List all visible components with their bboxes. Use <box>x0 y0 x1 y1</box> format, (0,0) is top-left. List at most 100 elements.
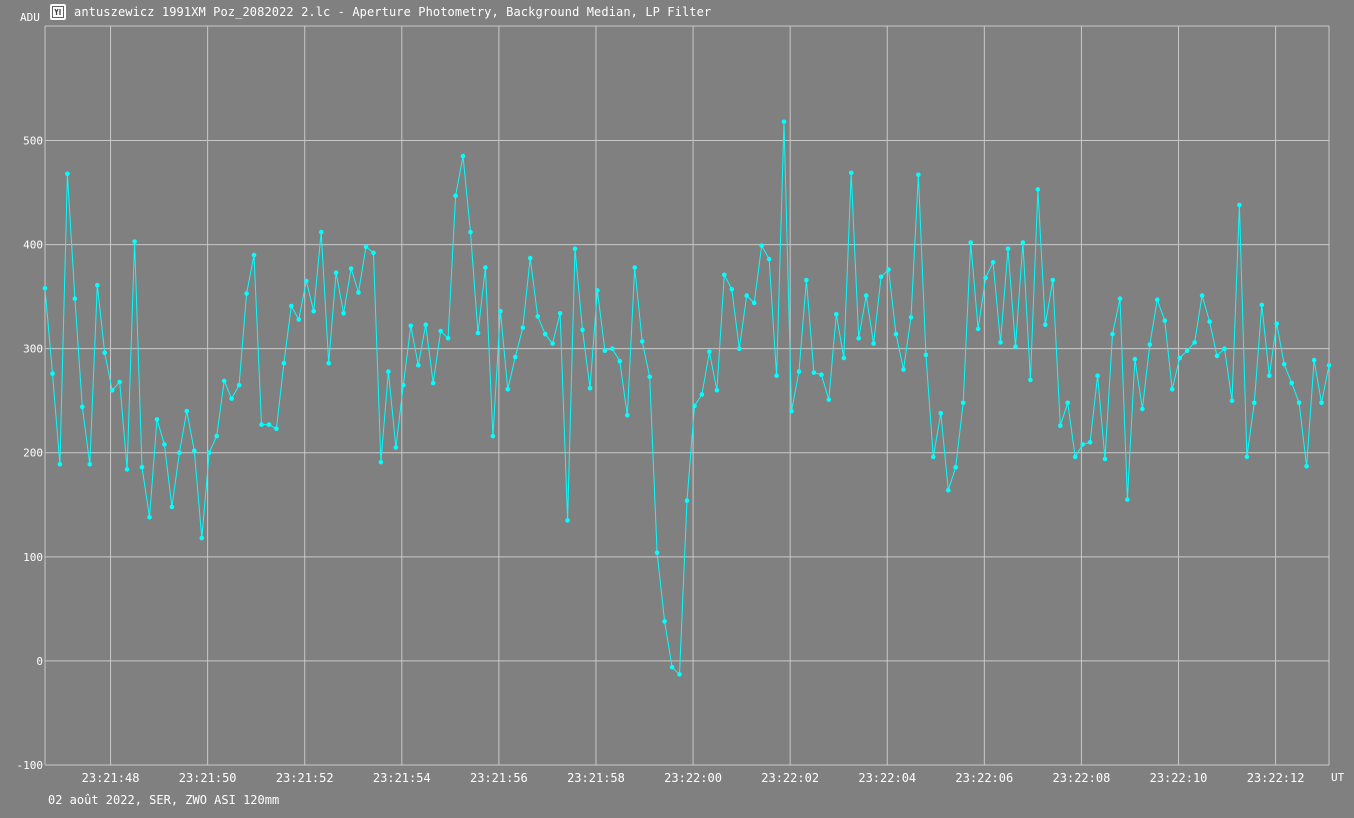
y-tick-label: 400 <box>23 239 43 252</box>
data-point <box>804 277 809 283</box>
data-point <box>699 392 705 397</box>
data-point <box>901 367 906 372</box>
data-point <box>281 360 287 366</box>
data-point <box>1207 319 1212 324</box>
data-point <box>557 311 563 316</box>
data-point <box>221 378 227 384</box>
data-point <box>781 119 787 125</box>
window-title-bar: antuszewicz 1991XM Poz_2082022 2.lc - Ap… <box>50 3 711 21</box>
data-point <box>722 272 727 278</box>
data-point <box>124 467 130 472</box>
data-point <box>199 535 205 541</box>
data-point <box>401 382 406 388</box>
data-point <box>1028 377 1033 383</box>
data-point <box>878 274 884 280</box>
data-point <box>602 348 608 354</box>
y-tick-label: -100 <box>17 759 44 772</box>
data-point <box>617 358 623 364</box>
data-point <box>871 341 876 346</box>
data-point <box>95 282 100 288</box>
data-point <box>318 229 324 235</box>
y-tick-label: 100 <box>23 551 43 564</box>
data-point <box>848 170 854 176</box>
data-point <box>1177 355 1182 361</box>
chart-app-icon[interactable] <box>50 4 66 20</box>
data-point <box>1289 380 1294 386</box>
observation-info: 02 août 2022, SER, ZWO ASI 120mm <box>48 793 280 807</box>
data-point <box>1110 331 1115 337</box>
data-point <box>580 327 585 333</box>
data-point <box>684 498 690 503</box>
series-adu <box>42 119 1332 677</box>
x-tick-label: 23:21:54 <box>373 771 431 785</box>
data-point <box>975 326 981 332</box>
data-point <box>169 504 175 510</box>
data-point <box>983 275 988 281</box>
data-point <box>893 331 899 337</box>
data-point <box>498 308 503 314</box>
data-point <box>908 315 914 320</box>
data-point <box>1035 187 1041 192</box>
data-point <box>87 461 93 467</box>
data-point <box>274 426 279 432</box>
data-point <box>1147 342 1153 347</box>
data-point <box>744 293 749 298</box>
data-point <box>834 312 839 317</box>
data-point <box>774 373 779 379</box>
data-point <box>654 550 660 555</box>
data-point <box>102 350 107 356</box>
data-point <box>80 404 85 410</box>
data-point <box>916 172 921 178</box>
data-point <box>1072 454 1078 460</box>
data-point <box>796 369 802 374</box>
data-point <box>535 314 540 319</box>
series-line <box>44 121 1330 676</box>
data-point <box>1311 357 1317 363</box>
data-point <box>1132 356 1138 362</box>
data-point <box>1214 353 1220 359</box>
data-point <box>475 330 481 336</box>
data-point <box>610 346 615 352</box>
data-point <box>423 322 429 328</box>
data-point <box>565 518 570 523</box>
data-point <box>513 354 518 360</box>
x-tick-label: 23:22:08 <box>1053 771 1111 785</box>
data-point <box>460 153 466 159</box>
data-point <box>289 303 294 309</box>
data-point <box>1229 398 1235 404</box>
data-point <box>729 287 735 292</box>
data-point <box>371 250 376 256</box>
x-tick-label: 23:22:00 <box>664 771 722 785</box>
x-tick-label: 23:22:04 <box>858 771 916 785</box>
data-point <box>378 459 384 465</box>
data-point <box>647 374 652 380</box>
data-point <box>1117 296 1123 302</box>
data-point <box>363 244 369 249</box>
data-point <box>1080 442 1085 447</box>
data-point <box>766 256 772 262</box>
data-point <box>430 380 436 386</box>
data-point <box>1259 302 1265 308</box>
data-point <box>386 369 391 374</box>
data-point <box>550 341 555 346</box>
y-tick-label: 200 <box>23 447 43 460</box>
data-point <box>259 422 264 427</box>
data-point <box>527 255 533 261</box>
data-point <box>968 240 973 245</box>
data-point <box>1102 456 1108 462</box>
data-point <box>625 413 630 418</box>
data-point <box>1296 400 1302 406</box>
data-point <box>1162 318 1168 323</box>
x-tick-label: 23:21:50 <box>179 771 237 785</box>
data-point <box>1155 297 1160 303</box>
data-point <box>669 664 675 670</box>
data-point <box>311 308 317 314</box>
data-point <box>139 465 145 470</box>
data-point <box>1005 246 1011 251</box>
data-point <box>1252 400 1257 406</box>
data-point <box>819 372 824 378</box>
data-point <box>162 442 167 447</box>
data-point <box>1125 497 1130 502</box>
chart-grid <box>44 25 1330 766</box>
